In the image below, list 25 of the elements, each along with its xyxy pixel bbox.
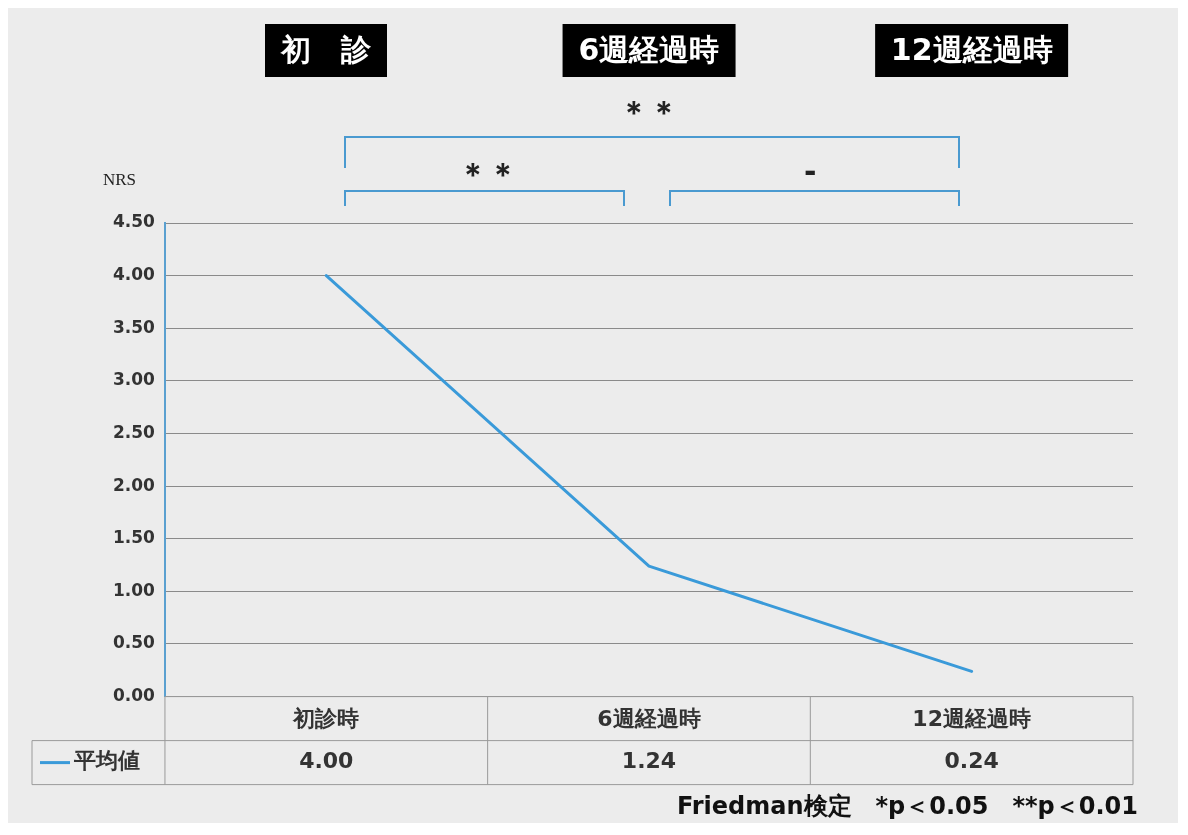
text: ＊＊ bbox=[457, 155, 518, 193]
y-tick-label: 4.00 bbox=[112, 264, 156, 285]
y-tick-label: 2.50 bbox=[112, 421, 156, 442]
text: 6週経過時 bbox=[562, 24, 736, 77]
x-tick-label: 12週経過時 bbox=[912, 705, 1031, 731]
legend-label: 平均値 bbox=[73, 748, 140, 774]
y-axis-title: NRS bbox=[102, 170, 137, 190]
text: 12週経過時 bbox=[874, 24, 1069, 77]
x-tick-label: 初診時 bbox=[292, 705, 360, 731]
data-label: 4.00 bbox=[299, 748, 354, 774]
text: ＊＊ bbox=[618, 93, 679, 131]
y-tick-label: 0.00 bbox=[112, 685, 156, 706]
y-tick-label: 0.50 bbox=[112, 632, 156, 653]
text: Friedman検定 *p＜0.05 **p＜0.01 bbox=[676, 791, 1138, 822]
data-label: 1.24 bbox=[621, 748, 677, 774]
data-label: 0.24 bbox=[944, 748, 999, 774]
text: 初 診 bbox=[265, 24, 388, 77]
y-tick-label: 3.50 bbox=[112, 316, 156, 337]
y-tick-label: 2.00 bbox=[112, 474, 156, 495]
y-tick-label: 1.50 bbox=[112, 527, 156, 548]
text: - bbox=[804, 154, 817, 189]
y-tick-label: 1.00 bbox=[112, 579, 156, 600]
y-tick-label: 4.50 bbox=[112, 211, 156, 232]
x-tick-label: 6週経過時 bbox=[597, 705, 701, 731]
y-tick-label: 3.00 bbox=[112, 369, 156, 390]
